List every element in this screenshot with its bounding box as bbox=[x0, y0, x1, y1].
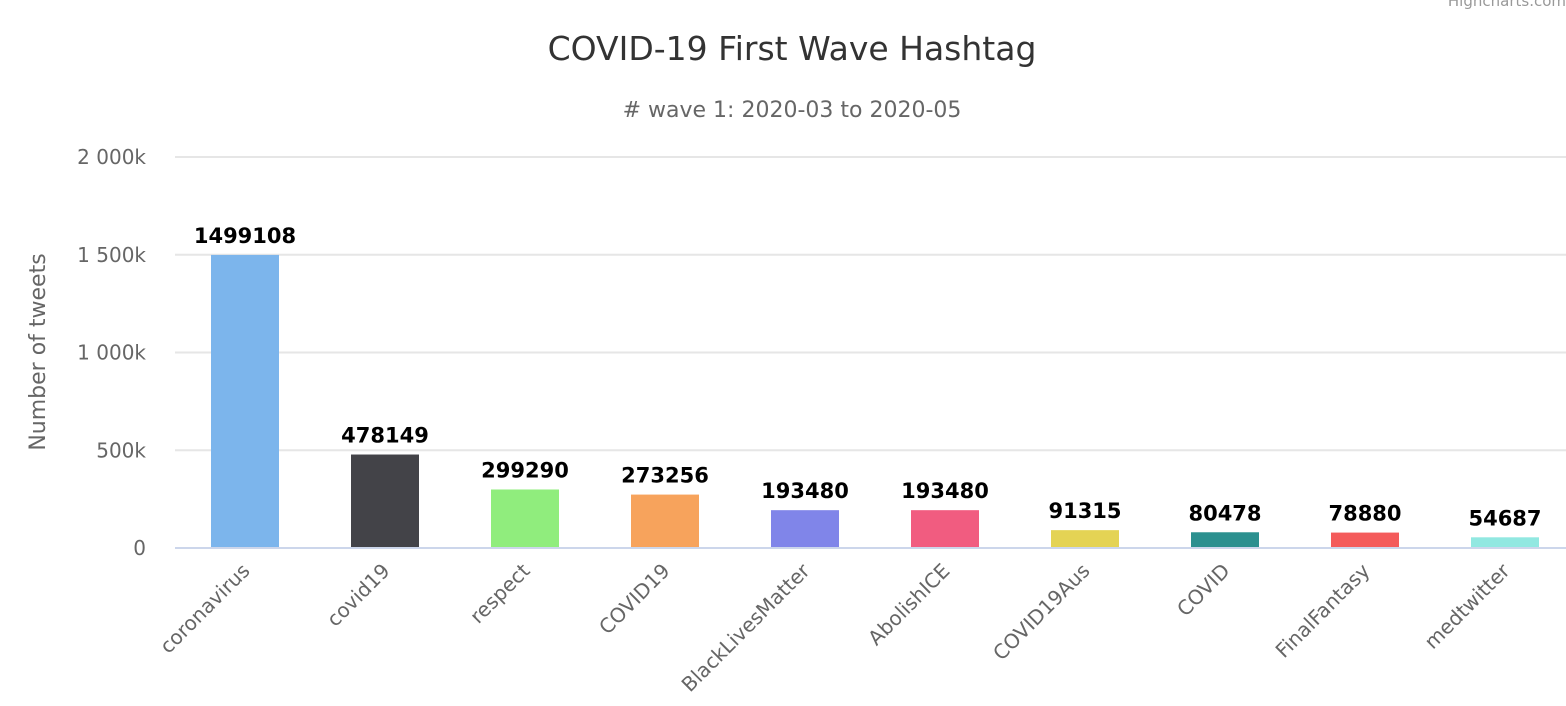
bar[interactable] bbox=[771, 510, 839, 548]
y-tick-label: 1 500k bbox=[77, 243, 146, 267]
x-tick-label: COVID19Aus bbox=[988, 559, 1094, 665]
x-tick-label: respect bbox=[465, 558, 535, 628]
x-tick-label: COVID bbox=[1172, 559, 1234, 621]
x-tick-label: COVID19 bbox=[594, 559, 674, 639]
bar[interactable] bbox=[351, 454, 419, 548]
data-label: 299290 bbox=[481, 458, 569, 482]
data-label: 193480 bbox=[761, 479, 849, 503]
y-axis-ticks: 0 500k 1 000k 1 500k 2 000k bbox=[77, 145, 146, 560]
x-tick-label: medtwitter bbox=[1419, 558, 1515, 654]
x-tick-label: coronavirus bbox=[155, 559, 255, 659]
y-tick-label: 2 000k bbox=[77, 145, 146, 169]
x-axis-ticks: coronavirus covid19 respect COVID19 BlackLiv… bbox=[155, 558, 1515, 697]
data-label: 273256 bbox=[621, 464, 709, 488]
data-label: 78880 bbox=[1328, 502, 1401, 526]
data-label: 80478 bbox=[1188, 501, 1261, 525]
chart-subtitle: # wave 1: 2020-03 to 2020-05 bbox=[623, 98, 962, 123]
bar[interactable] bbox=[631, 494, 699, 548]
bar[interactable] bbox=[491, 489, 559, 548]
data-label: 1499108 bbox=[194, 224, 296, 248]
bar[interactable] bbox=[211, 254, 279, 549]
bar-series bbox=[211, 254, 1539, 549]
y-tick-label: 500k bbox=[96, 438, 146, 462]
data-label: 54687 bbox=[1468, 506, 1541, 530]
x-tick-label: FinalFantasy bbox=[1271, 558, 1375, 662]
y-axis-title: Number of tweets bbox=[26, 253, 51, 450]
gridlines bbox=[175, 156, 1566, 452]
bar[interactable] bbox=[1331, 532, 1399, 548]
y-tick-label: 0 bbox=[133, 536, 146, 560]
chart-title: COVID-19 First Wave Hashtag bbox=[548, 29, 1037, 68]
data-label: 478149 bbox=[341, 424, 429, 448]
bar[interactable] bbox=[1051, 530, 1119, 548]
bar[interactable] bbox=[911, 510, 979, 548]
data-label: 193480 bbox=[901, 479, 989, 503]
x-tick-label: covid19 bbox=[322, 559, 395, 632]
bar[interactable] bbox=[1471, 537, 1539, 548]
data-label: 91315 bbox=[1048, 499, 1121, 523]
data-labels: 1499108 478149 299290 273256 193480 193480 913… bbox=[194, 224, 1542, 530]
y-tick-label: 1 000k bbox=[77, 341, 146, 365]
x-tick-label: BlackLivesMatter bbox=[677, 558, 816, 697]
x-tick-label: AbolishICE bbox=[863, 559, 954, 650]
credits-link[interactable]: Highcharts.com bbox=[1448, 0, 1566, 10]
bar[interactable] bbox=[1191, 532, 1259, 548]
